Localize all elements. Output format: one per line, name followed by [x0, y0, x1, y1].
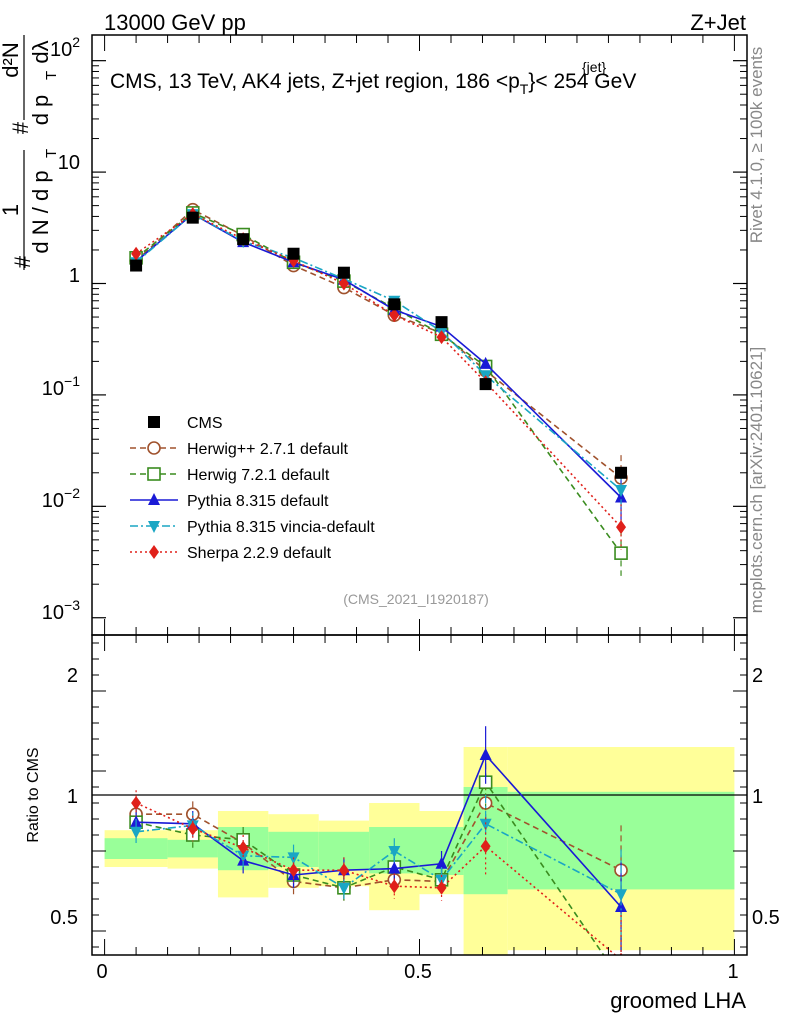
- ratio-point: [479, 748, 492, 760]
- rivet-label: Rivet 4.1.0, ≥ 100k events: [747, 47, 766, 243]
- rtick-1-right: 1: [752, 786, 763, 808]
- y-title-T2: T: [43, 71, 60, 80]
- y-title-d2N: d²N: [0, 42, 23, 77]
- xtick-05: 0.5: [404, 961, 432, 983]
- series-point: [338, 276, 349, 291]
- ratio-point: [389, 879, 400, 894]
- legend-label-4: Pythia 8.315 vincia-default: [187, 519, 375, 536]
- ytick-1e0: 1: [69, 265, 80, 287]
- y-title-T1: T: [43, 149, 60, 158]
- ratio-point: [338, 863, 349, 878]
- y-title-dpT: d p: [28, 95, 53, 126]
- ratio-point: [130, 826, 143, 839]
- x-axis-title: groomed LHA: [610, 988, 746, 1013]
- mcplots-label: mcplots.cern.ch [arXiv:2401.10621]: [747, 347, 766, 613]
- legend: CMS Herwig++ 2.7.1 default Herwig 7.2.1 de…: [130, 415, 375, 562]
- xtick-0: 0: [96, 961, 107, 983]
- ratio-point: [337, 882, 350, 895]
- data-point: [287, 247, 300, 260]
- series-point: [389, 308, 400, 323]
- ratio-y-title: Ratio to CMS: [25, 747, 42, 842]
- energy-label: 13000 GeV pp: [104, 10, 246, 35]
- ratio-point: [388, 861, 401, 874]
- legend-label-5: Sherpa 2.2.9 default: [187, 545, 332, 562]
- y-title-hash2: #: [8, 121, 33, 134]
- plot-title: CMS, 13 TeV, AK4 jets, Z+jet region, 186…: [110, 70, 636, 97]
- legend-marker-4: [148, 521, 160, 533]
- legend-marker-3: [148, 493, 160, 505]
- ytick-1em1: 10−1: [42, 373, 80, 400]
- legend-label-1: Herwig++ 2.7.1 default: [187, 441, 349, 458]
- ratio-point: [131, 796, 142, 810]
- series-point: [131, 246, 142, 261]
- ratio-uncertainty-bands: [104, 747, 735, 955]
- data-point: [130, 259, 143, 272]
- data-point: [435, 316, 448, 329]
- data-point: [388, 298, 401, 311]
- legend-marker-5: [149, 545, 159, 559]
- ratio-series-layer: [129, 726, 628, 987]
- data-point: [337, 266, 350, 279]
- legend-marker-2: [147, 467, 161, 481]
- ytick-1e1: 10: [58, 152, 80, 174]
- xtick-1: 1: [727, 961, 738, 983]
- y-title-one: 1: [0, 204, 23, 216]
- series-point: [479, 356, 492, 369]
- legend-label-0: CMS: [187, 415, 223, 432]
- ratio-point: [435, 856, 448, 869]
- data-point: [186, 211, 199, 224]
- ratio-point: [388, 846, 401, 858]
- analysis-tag: (CMS_2021_I1920187): [343, 591, 489, 607]
- main-y-title: # 1 d N / d p T # d²N d p T dλ: [0, 35, 60, 270]
- ratio-point: [479, 818, 492, 831]
- legend-marker-0: [148, 416, 160, 428]
- ratio-point: [615, 900, 628, 912]
- series-point: [615, 485, 628, 498]
- ratio-point: [480, 839, 491, 854]
- ytick-1e2: 102: [50, 34, 80, 61]
- ytick-1em3: 10−3: [42, 597, 80, 624]
- data-point: [479, 378, 492, 391]
- ratio-point: [615, 975, 627, 987]
- series-point: [436, 330, 447, 345]
- main-series-layer: [129, 202, 628, 576]
- plot-title-sup: {jet}: [582, 59, 606, 75]
- series-point: [616, 520, 627, 535]
- ratio-point: [615, 889, 628, 902]
- ratio-y-ticklabels: 2 1 0.5 2 1 0.5: [50, 665, 780, 929]
- y-title-hash: #: [10, 255, 35, 268]
- rtick-05-right: 0.5: [752, 907, 780, 929]
- series-point: [614, 546, 628, 560]
- legend-marker-1: [147, 441, 161, 455]
- series-line-1: [135, 212, 622, 554]
- y-title-dN: d N / d p: [28, 170, 53, 253]
- uncert-band-inner: [104, 838, 168, 859]
- ratio-point: [288, 863, 299, 878]
- ratio-frame: [91, 634, 748, 956]
- rtick-05-left: 0.5: [50, 907, 78, 929]
- x-ticklabels: 0 0.5 1: [96, 961, 738, 983]
- legend-label-3: Pythia 8.315 default: [187, 493, 329, 510]
- axis-ticks: [92, 35, 747, 955]
- legend-label-2: Herwig 7.2.1 default: [187, 467, 330, 484]
- ratio-point: [187, 821, 198, 836]
- rtick-2-left: 2: [67, 665, 78, 687]
- uncert-band-inner: [167, 839, 218, 858]
- y-title-dl: dλ: [28, 40, 53, 63]
- data-point: [615, 466, 628, 479]
- ytick-1em2: 10−2: [42, 485, 80, 512]
- series-line-0: [135, 208, 622, 479]
- data-point: [237, 233, 250, 246]
- rtick-1-left: 1: [67, 786, 78, 808]
- rtick-2-right: 2: [752, 665, 763, 687]
- main-y-ticklabels: 102 10 1 10−1 10−2 10−3: [42, 34, 80, 624]
- ratio-point: [436, 880, 447, 895]
- ratio-point: [238, 840, 249, 855]
- process-label: Z+Jet: [690, 10, 746, 35]
